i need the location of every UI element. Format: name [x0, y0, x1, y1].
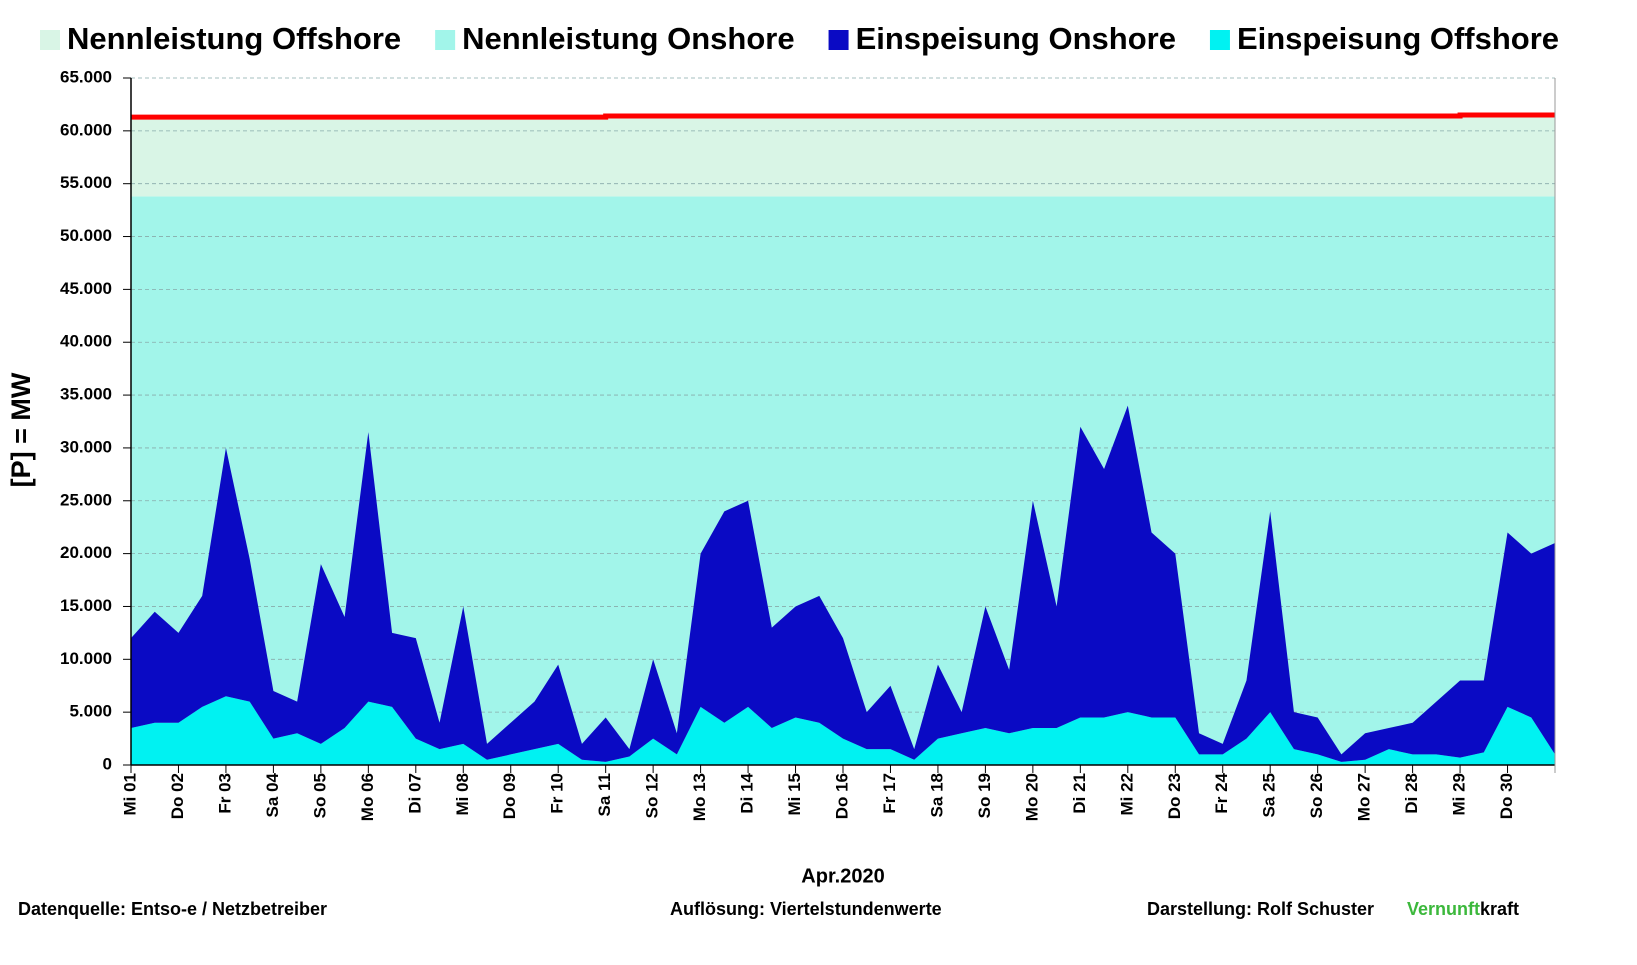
- x-tick-label: Di 21: [1070, 773, 1089, 814]
- area: [131, 114, 1555, 197]
- x-tick-label: Mi 08: [453, 773, 472, 816]
- x-tick-label: So 12: [643, 773, 662, 818]
- y-tick-label: 25.000: [60, 490, 112, 509]
- area: [131, 405, 1555, 762]
- y-tick-label: 50.000: [60, 226, 112, 245]
- x-tick-label: So 05: [310, 773, 329, 818]
- plot-area: [131, 77, 1555, 766]
- x-tick-label: Fr 17: [880, 773, 899, 814]
- area: [131, 696, 1555, 765]
- x-tick-label: Do 23: [1165, 773, 1184, 819]
- y-tick-label: 5.000: [69, 702, 112, 721]
- x-tick-label: Mo 13: [690, 773, 709, 821]
- x-tick-label: So 19: [975, 773, 994, 818]
- x-tick-label: Sa 18: [927, 773, 946, 817]
- x-tick-label: Mo 20: [1022, 773, 1041, 821]
- y-tick-label: 65.000: [60, 67, 112, 86]
- x-tick-label: Di 28: [1402, 773, 1421, 814]
- brand-b: kraft: [1480, 899, 1519, 919]
- y-tick-label: 0: [103, 754, 112, 773]
- y-tick-label: 10.000: [60, 649, 112, 668]
- x-tick-label: Mi 01: [120, 773, 139, 816]
- y-tick-label: 20.000: [60, 543, 112, 562]
- x-tick-label: Fr 24: [1212, 772, 1231, 813]
- x-tick-label: Fr 03: [215, 773, 234, 814]
- y-tick-label: 40.000: [60, 332, 112, 351]
- x-tick-label: Mo 27: [1355, 773, 1374, 821]
- y-tick-label: 60.000: [60, 120, 112, 139]
- y-axis-title: [P] = MW: [6, 372, 36, 487]
- x-tick-label: Mi 29: [1450, 773, 1469, 816]
- y-tick-label: 35.000: [60, 385, 112, 404]
- legend-label: Einspeisung Onshore: [856, 21, 1176, 56]
- footer-resolution: Auflösung: Viertelstundenwerte: [670, 899, 942, 919]
- x-tick-label: Fr 10: [548, 773, 567, 814]
- legend-label: Nennleistung Offshore: [67, 21, 401, 56]
- x-tick-label: Do 16: [832, 773, 851, 819]
- x-tick-label: Sa 04: [263, 772, 282, 817]
- x-tick-label: Di 07: [405, 773, 424, 814]
- y-tick-label: 45.000: [60, 279, 112, 298]
- x-axis-title: Apr.2020: [801, 865, 884, 887]
- x-tick-label: Di 14: [738, 772, 757, 813]
- x-tick-label: Do 30: [1497, 773, 1516, 819]
- footer-brand: Vernunftkraft: [1407, 899, 1519, 919]
- x-tick-label: Sa 11: [595, 773, 614, 817]
- legend-label: Einspeisung Offshore: [1237, 21, 1559, 56]
- capacity-line: [131, 112, 1555, 120]
- legend-swatch: [435, 30, 456, 50]
- y-tick-label: 55.000: [60, 173, 112, 192]
- area: [131, 196, 1555, 766]
- y-tick-label: 30.000: [60, 437, 112, 456]
- x-tick-label: Sa 25: [1260, 773, 1279, 817]
- legend-swatch: [40, 30, 60, 50]
- legend-swatch: [1209, 30, 1230, 50]
- x-tick-label: Mi 22: [1117, 773, 1136, 816]
- brand-a: Vernunft: [1407, 899, 1480, 919]
- x-tick-label: Do 09: [500, 773, 519, 819]
- footer-author: Darstellung: Rolf Schuster: [1147, 899, 1374, 919]
- footer-source: Datenquelle: Entso-e / Netzbetreiber: [18, 899, 327, 919]
- x-tick-label: Mi 15: [785, 773, 804, 816]
- x-tick-label: Mo 06: [358, 773, 377, 821]
- legend-label: Nennleistung Onshore: [462, 21, 794, 56]
- legend-swatch: [828, 30, 849, 50]
- x-tick-label: Do 02: [168, 773, 187, 819]
- y-tick-label: 15.000: [60, 596, 112, 615]
- x-tick-label: So 26: [1307, 773, 1326, 818]
